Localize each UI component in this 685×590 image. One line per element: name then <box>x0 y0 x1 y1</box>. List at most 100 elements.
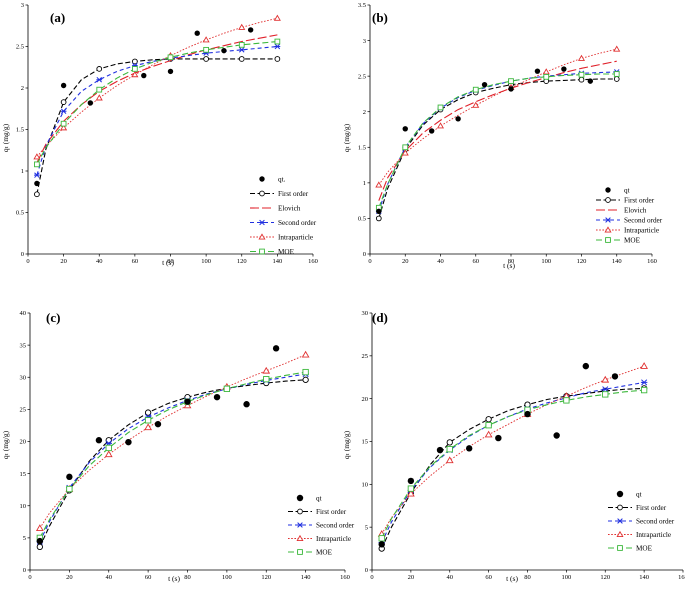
panel-a-legend-marker-first-order <box>259 190 265 197</box>
panel-d-legend-marker-second-order <box>617 518 623 524</box>
panel-d-label: (d) <box>372 310 388 325</box>
panel-a-series-intraparticle-marker <box>202 36 210 43</box>
panel-b-legend-label: Intraparticle <box>624 227 659 235</box>
panel-b-series-moe-marker <box>578 71 585 78</box>
panel-a-series-first-order-marker <box>238 56 245 62</box>
panel-b-y-tick-label: 3 <box>363 38 366 45</box>
panel-c-series-second-order-line <box>39 373 306 542</box>
panel-a-x-tick-label: 120 <box>237 258 247 265</box>
panel-c-series-intraparticle-marker <box>144 423 153 431</box>
panel-a-legend-marker-second-order <box>259 219 265 226</box>
panel-a-series-first-order-marker <box>132 58 138 65</box>
panel-b-y-tick-label: 1.5 <box>358 144 366 151</box>
panel-a-x-tick-label: 60 <box>132 258 139 265</box>
panel-b-series-elovich-line <box>378 60 617 201</box>
panel-c-series-moe-marker <box>302 368 309 376</box>
panel-c-legend-marker-intraparticle <box>296 534 304 541</box>
panel-b-series-intraparticle-marker <box>375 181 383 188</box>
panel-d-plot: 0 20 40 60 80 100 120 140 160 0 5 10 15 20 25 30 qt First… <box>362 310 685 581</box>
panel-c-y-tick-label: 25 <box>20 407 27 414</box>
panel-b-x-tick-label: 80 <box>508 258 515 265</box>
panel-c-data-point <box>272 345 280 352</box>
panel-d-y-tick-label: 0 <box>365 567 368 574</box>
panel-d-data-point <box>611 373 619 380</box>
panel-a-legend-label: qt. <box>278 176 286 184</box>
panel-b-data-point <box>508 86 514 92</box>
panel-d-legend-label: First order <box>636 504 667 512</box>
panel-b-y-tick-label: 2 <box>363 109 366 116</box>
panel-c: (c) t (s) qₜ (mg/g) 0 20 40 60 80 100 120 140 16… <box>1 310 355 583</box>
panel-b-y-tick-label: 0 <box>363 251 366 258</box>
panel-b-x-tick-label: 140 <box>612 258 622 265</box>
panel-c-legend-marker-points <box>296 494 304 502</box>
panel-b-legend-marker-first-order <box>605 197 611 203</box>
panel-d-data-point <box>378 541 385 548</box>
panel-b-series-intraparticle-line <box>378 48 617 186</box>
panel-a-series-second-order-marker <box>238 47 245 53</box>
panel-d-series-second-order-marker <box>602 386 609 393</box>
panel-d-series-moe-marker <box>602 391 609 398</box>
panel-b-series-moe-marker <box>613 71 620 77</box>
panel-d-y-tick-label: 30 <box>362 310 369 317</box>
panel-b-series-moe-marker <box>508 78 514 84</box>
panel-a-data-point <box>194 30 200 36</box>
panel-d-y-tick-label: 5 <box>365 524 368 531</box>
panel-c-x-tick-label: 80 <box>184 574 191 581</box>
panel-d-x-tick-label: 140 <box>639 574 649 581</box>
panel-d-x-tick-label: 60 <box>485 574 492 581</box>
panel-d-legend: qt First order Second order Intraparticle MO… <box>608 491 675 553</box>
panel-c-series-first-order-marker <box>144 409 152 416</box>
panel-c-series-intraparticle-line <box>39 354 306 529</box>
panel-a-x-tick-label: 80 <box>167 258 174 265</box>
panel-c-series-first-order-marker <box>36 543 43 551</box>
panel-d-x-tick-label: 100 <box>562 574 572 581</box>
panel-c-series-first-order-marker <box>302 376 309 383</box>
panel-b-series-moe-marker <box>543 74 550 80</box>
panel-b-xlabel: t (s) <box>503 261 515 270</box>
panel-a-series-moe-marker <box>274 38 281 45</box>
panel-a-data-point <box>34 180 40 187</box>
panel-a-y-tick-label: 2 <box>21 85 24 92</box>
panel-a-series-moe-marker <box>203 46 209 53</box>
panel-b-x-tick-label: 160 <box>647 258 657 265</box>
panel-d-legend-label: MOE <box>636 545 653 553</box>
panel-c-legend-marker-moe <box>297 549 303 555</box>
panel-b-y-tick-label: 1 <box>363 180 366 187</box>
panel-c-data-point <box>125 438 132 446</box>
panel-d-xlabel: t (s) <box>506 574 518 583</box>
panel-a-x-tick-label: 160 <box>308 258 318 265</box>
panel-b-data-point <box>455 116 461 122</box>
panel-b-legend-label: First order <box>624 197 655 205</box>
panel-d: (d) t (s) qₜ (mg/g) 0 20 40 60 80 100 120 140 16… <box>342 310 685 583</box>
panel-b-data-point <box>534 68 541 74</box>
panel-b-y-tick-label: 2.5 <box>358 73 366 80</box>
panel-c-legend: qt First order Second order Intraparticle MO… <box>288 495 355 557</box>
panel-c-y-tick-label: 10 <box>20 503 27 510</box>
panel-d-series-moe-marker <box>407 485 415 492</box>
panel-b: (b) t (s) qₜ (mg/g) 0 20 40 60 80 100 120 140 16… <box>342 2 663 270</box>
panel-d-series-intraparticle-marker <box>406 489 415 497</box>
panel-c-data-point <box>66 473 73 481</box>
panel-d-series-first-order-line <box>381 387 645 549</box>
panel-a-series-second-order-line <box>36 45 278 176</box>
panel-b-series-intraparticle-marker <box>436 122 445 129</box>
panel-a-legend-marker-points <box>259 176 265 182</box>
panel-c-series-intraparticle-marker <box>301 350 310 358</box>
panel-a-y-tick-label: 3 <box>21 2 24 9</box>
panel-d-legend-label: Second order <box>636 518 675 526</box>
panel-a-data-point <box>60 82 67 89</box>
panel-b-series-moe-line <box>378 73 617 208</box>
panel-c-legend-label: Second order <box>316 522 355 530</box>
panel-b-series-first-order-marker <box>613 76 620 82</box>
panel-a-legend-label: MOE <box>278 248 295 256</box>
panel-c-y-tick-label: 5 <box>23 535 26 542</box>
panel-b-legend-marker-intraparticle <box>604 226 612 233</box>
panel-b-x-tick-label: 60 <box>473 258 480 265</box>
panel-b-legend-marker-moe <box>605 237 611 243</box>
panel-c-y-tick-label: 20 <box>20 439 27 446</box>
panel-c-series-moe-marker <box>66 485 73 493</box>
panel-a-data-point <box>87 100 94 106</box>
panel-c-data-point <box>95 437 103 444</box>
panel-a: (a) t (s) qₜ (mg/g) 0 20 40 60 80 100 120 140 16… <box>1 2 318 267</box>
